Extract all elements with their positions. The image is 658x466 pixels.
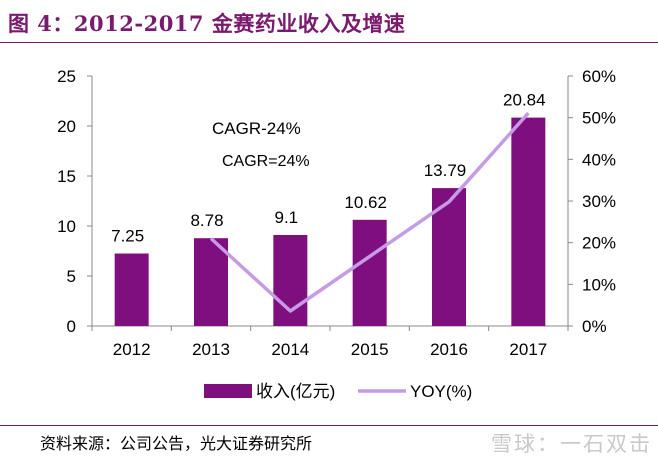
annotation-cagr-2: CAGR=24% — [222, 153, 310, 170]
left-tick-label: 5 — [67, 267, 76, 286]
series-line-yoy — [209, 111, 530, 313]
x-tick-label: 2017 — [509, 340, 547, 359]
bar-data-label: 10.62 — [344, 193, 387, 212]
bar-revenue — [194, 238, 228, 326]
bar-data-label: 9.1 — [275, 208, 299, 227]
left-tick-label: 15 — [57, 167, 76, 186]
bar-data-label: 13.79 — [424, 161, 467, 180]
bar-revenue — [114, 253, 149, 326]
right-tick-label: 40% — [582, 150, 616, 169]
bar-data-label: 8.78 — [190, 211, 223, 230]
source-rule — [0, 425, 658, 426]
right-tick-label: 30% — [582, 192, 616, 211]
right-tick-label: 10% — [582, 275, 616, 294]
left-tick-label: 20 — [57, 117, 76, 136]
x-tick-label: 2016 — [430, 340, 468, 359]
left-tick-label: 10 — [57, 217, 76, 236]
x-tick-label: 2015 — [351, 340, 389, 359]
bar-revenue — [352, 219, 387, 326]
right-tick-label: 0% — [582, 317, 607, 336]
figure-title: 图 4：2012-2017 金赛药业收入及增速 — [8, 11, 406, 36]
legend-label-yoy: YOY(%) — [410, 382, 472, 401]
left-tick-label: 0 — [67, 317, 76, 336]
legend-swatch-revenue — [204, 384, 252, 398]
watermark: 雪球：一石双击 — [491, 432, 652, 456]
bar-revenue — [511, 117, 546, 326]
right-tick-label: 20% — [582, 234, 616, 253]
title-rule — [0, 42, 658, 43]
legend-label-revenue: 收入(亿元) — [256, 382, 335, 401]
x-tick-label: 2014 — [271, 340, 309, 359]
annotation-cagr-1: CAGR-24% — [212, 119, 301, 138]
left-tick-label: 25 — [57, 67, 76, 86]
x-tick-label: 2013 — [192, 340, 230, 359]
right-tick-label: 60% — [582, 67, 616, 86]
bar-data-label: 7.25 — [111, 227, 144, 246]
right-tick-label: 50% — [582, 109, 616, 128]
x-tick-label: 2012 — [113, 340, 151, 359]
source-note: 资料来源：公司公告，光大证券研究所 — [40, 434, 313, 453]
bar-data-label: 20.84 — [503, 91, 546, 110]
